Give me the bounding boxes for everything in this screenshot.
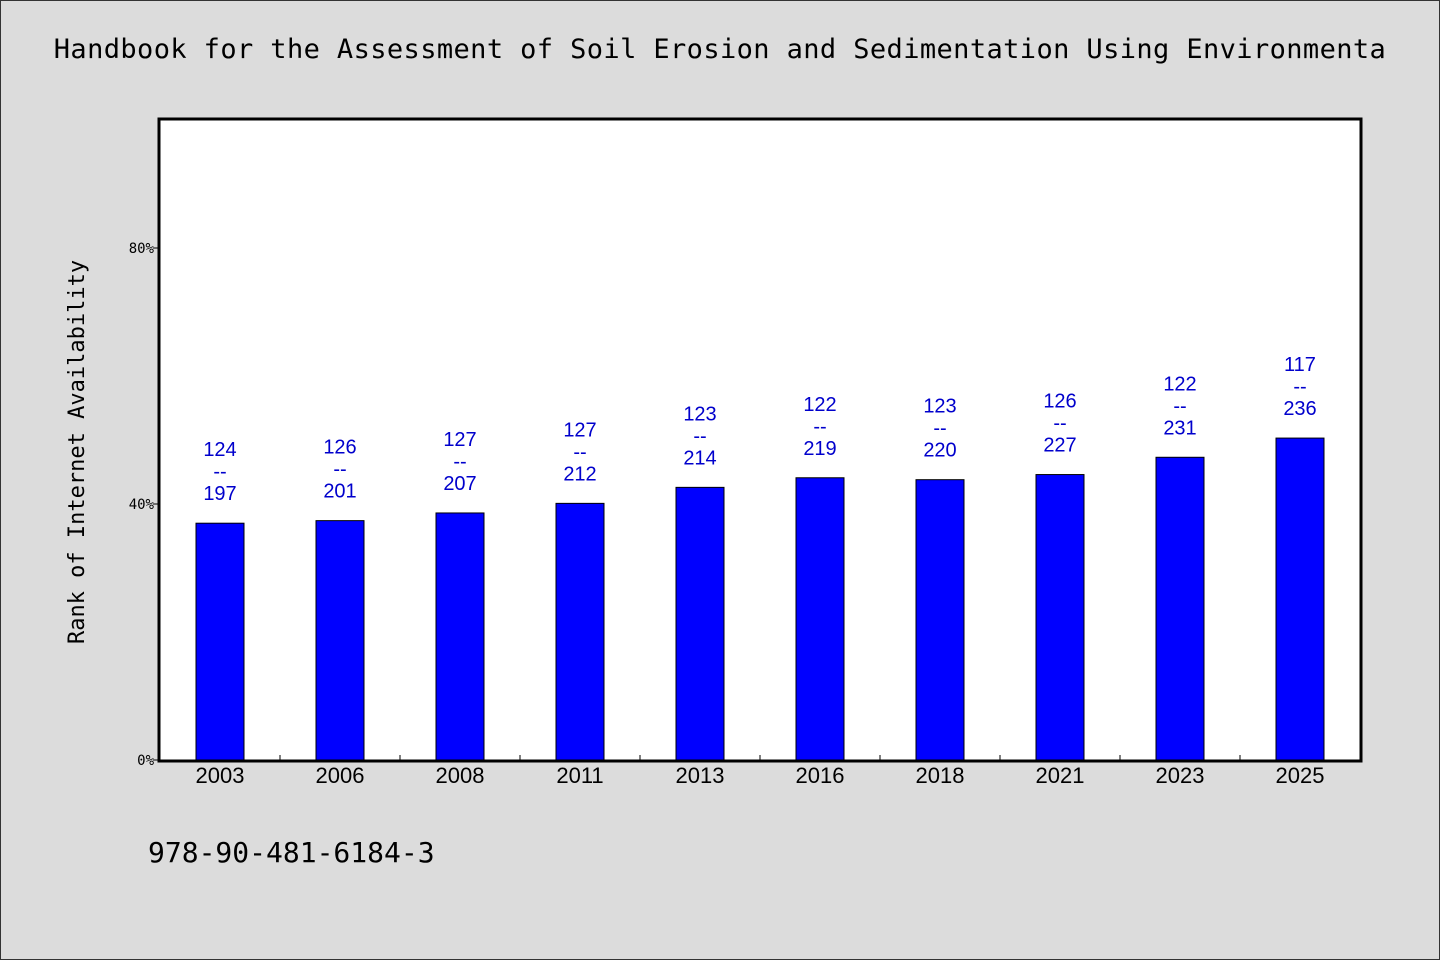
y-tick-label: 40% <box>129 497 155 513</box>
data-label: 201 <box>323 481 356 503</box>
y-tick-label: 80% <box>129 241 155 257</box>
bar <box>675 486 725 761</box>
data-label: 122 <box>1163 373 1196 395</box>
data-label: -- <box>813 416 826 438</box>
x-tick-label: 2018 <box>916 763 965 788</box>
data-label: -- <box>453 451 466 473</box>
data-label: 227 <box>1043 435 1076 457</box>
data-label: 123 <box>683 403 716 425</box>
data-label: 214 <box>683 447 716 469</box>
bar <box>915 479 965 761</box>
data-label: 220 <box>923 440 956 462</box>
x-tick-label: 2016 <box>796 763 845 788</box>
data-label: 122 <box>803 394 836 416</box>
x-tick-label: 2003 <box>196 763 245 788</box>
x-tick-label: 2013 <box>676 763 725 788</box>
x-tick-label: 2011 <box>556 763 603 788</box>
bar <box>315 520 365 761</box>
bar <box>1035 474 1085 761</box>
y-axis-label: Rank of Internet Availability <box>65 260 90 644</box>
x-tick-label: 2021 <box>1036 763 1085 788</box>
data-label: -- <box>693 425 706 447</box>
data-label: -- <box>933 418 946 440</box>
data-label: 123 <box>923 396 956 418</box>
bar <box>795 477 845 761</box>
y-tick-label: 0% <box>137 753 154 769</box>
data-label: -- <box>1173 395 1186 417</box>
x-tick-label: 2006 <box>316 763 365 788</box>
data-label: 207 <box>443 473 476 495</box>
data-label: -- <box>213 461 226 483</box>
data-label: 231 <box>1163 417 1196 439</box>
data-label: -- <box>1293 376 1306 398</box>
data-label: -- <box>573 441 586 463</box>
data-label: 124 <box>203 439 236 461</box>
data-label: 127 <box>443 429 476 451</box>
data-label: -- <box>333 459 346 481</box>
bar <box>1275 437 1325 761</box>
data-label: 212 <box>563 463 596 485</box>
x-tick-label: 2025 <box>1276 763 1325 788</box>
bar <box>435 512 485 761</box>
data-label: 236 <box>1283 398 1316 420</box>
data-label: 117 <box>1284 354 1316 376</box>
bar <box>1155 456 1205 761</box>
data-label: 126 <box>323 437 356 459</box>
chart-title: Handbook for the Assessment of Soil Eros… <box>53 34 1387 65</box>
data-label: 219 <box>803 438 836 460</box>
isbn-text: 978-90-481-6184-3 <box>148 836 435 869</box>
data-label: 127 <box>563 419 596 441</box>
bar <box>555 502 605 761</box>
x-tick-label: 2023 <box>1156 763 1205 788</box>
bar <box>195 522 245 761</box>
data-label: -- <box>1053 413 1066 435</box>
data-label: 126 <box>1043 391 1076 413</box>
data-label: 197 <box>203 483 236 505</box>
x-tick-label: 2008 <box>436 763 485 788</box>
